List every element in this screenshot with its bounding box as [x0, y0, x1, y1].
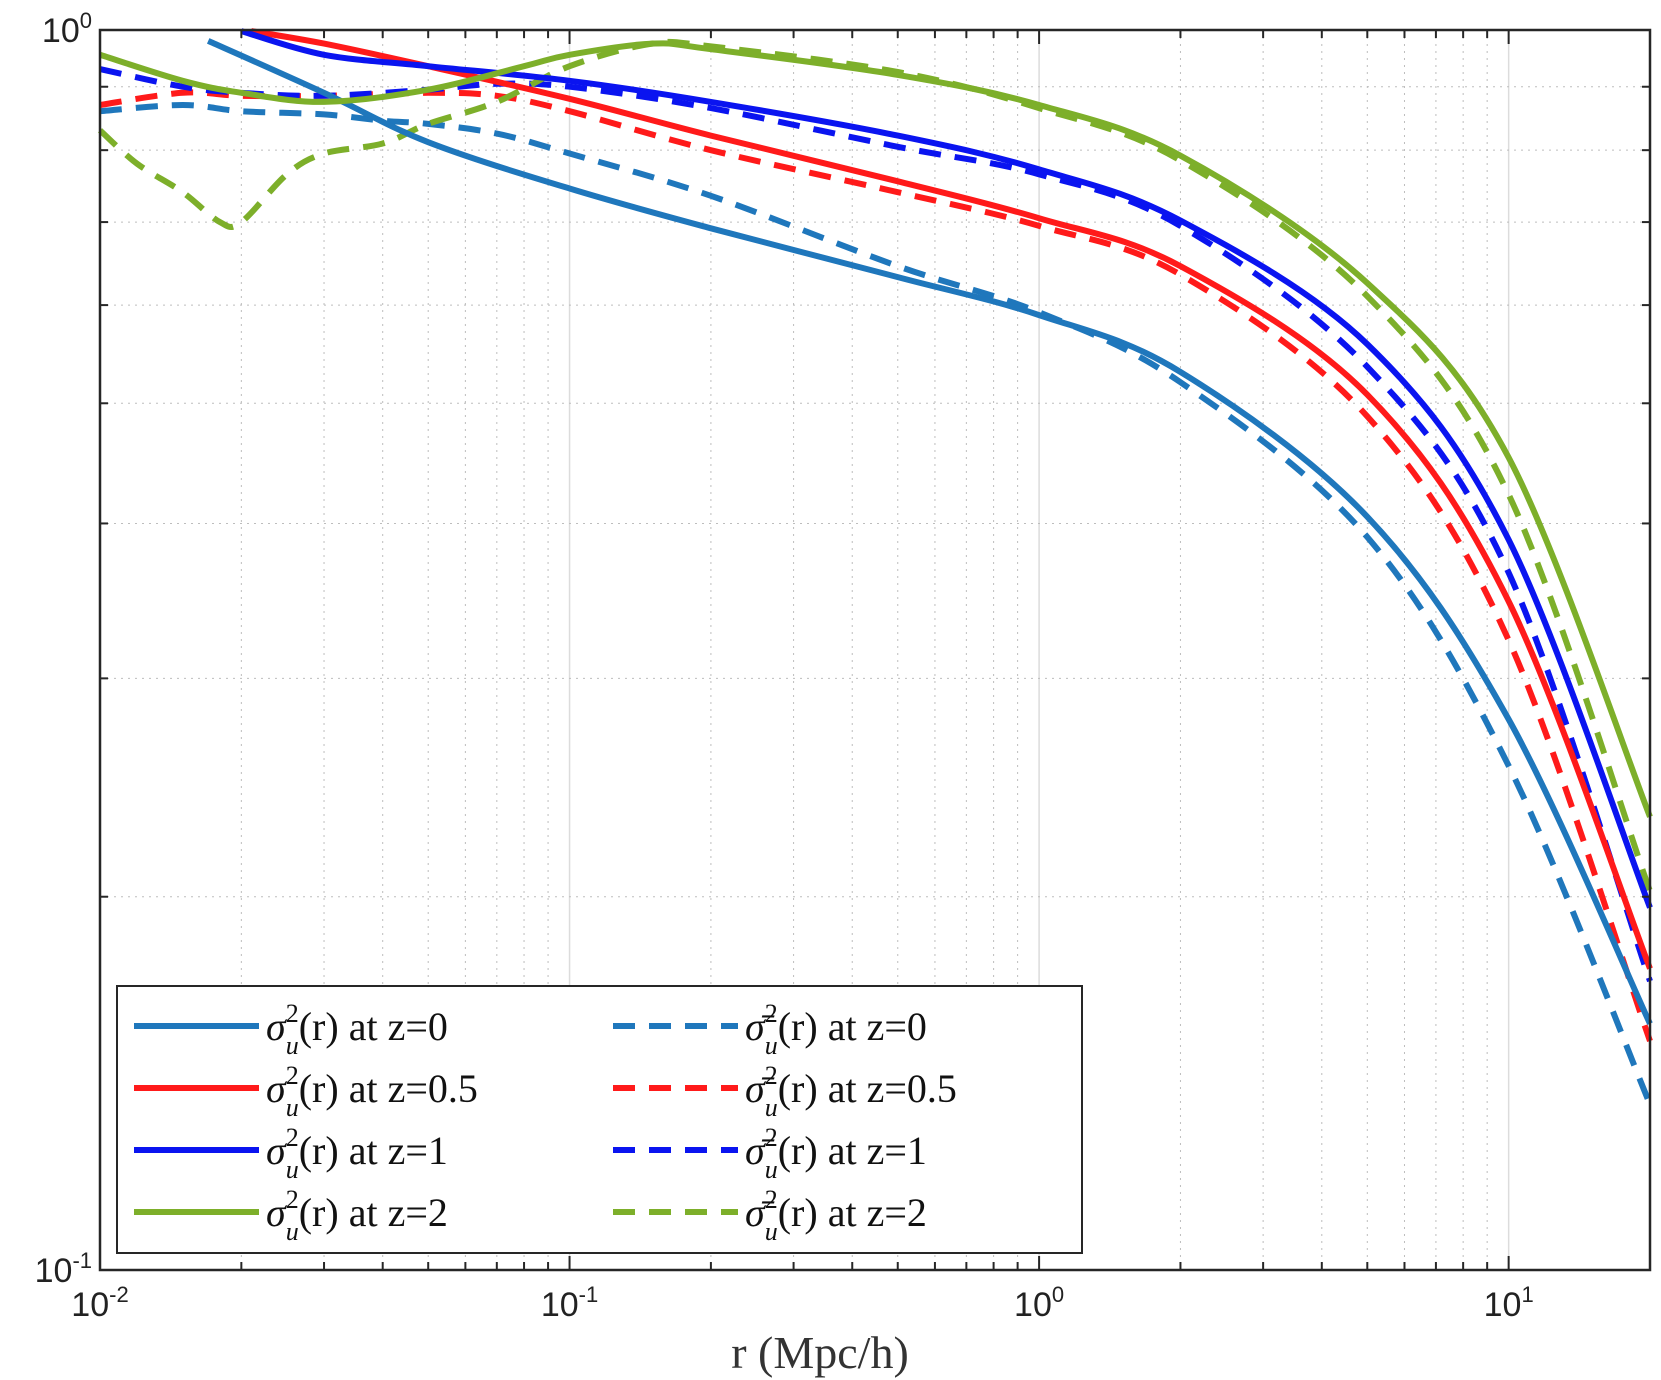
ticks — [99, 29, 1651, 1271]
legend-label-0: σ2 u(r) at z=0 — [266, 999, 448, 1060]
series-line-5 — [99, 89, 1653, 1042]
x-tick-label: 10-1 — [541, 1282, 598, 1324]
legend-label-5: σ̄2 u(r) at z=0.5 — [745, 1061, 957, 1122]
legend-label-6: σ̄2 u(r) at z=1 — [745, 1123, 927, 1184]
legend-label-4: σ̄2 u(r) at z=0 — [745, 999, 927, 1060]
x-tick-label: 101 — [1484, 1282, 1534, 1324]
legend-label-3: σ2 u(r) at z=2 — [266, 1185, 448, 1246]
plot-frame — [98, 28, 1652, 1272]
series-line-4 — [99, 102, 1653, 1106]
legend-label-2: σ2 u(r) at z=1 — [266, 1123, 448, 1184]
series-line-3 — [99, 40, 1653, 818]
legend-label-1: σ2 u(r) at z=0.5 — [266, 1061, 478, 1122]
series-line-2 — [240, 28, 1653, 909]
series-line-0 — [206, 38, 1653, 1025]
x-tick-label: 100 — [1014, 1282, 1064, 1324]
x-axis-label: r (Mpc/h) — [731, 1327, 909, 1378]
series-layer — [97, 28, 1653, 1106]
legend-label-7: σ̄2 u(r) at z=2 — [745, 1185, 927, 1246]
legend: σ2 u(r) at z=0σ2 u(r) at z=0.5σ2 u(r) at z=… — [116, 985, 1083, 1254]
legend-box — [116, 985, 1083, 1254]
series-line-6 — [99, 66, 1653, 983]
y-tick-label: 100 — [42, 8, 92, 50]
y-tick-label: 10-1 — [35, 1248, 92, 1290]
x-tick-label: 10-2 — [71, 1282, 128, 1324]
